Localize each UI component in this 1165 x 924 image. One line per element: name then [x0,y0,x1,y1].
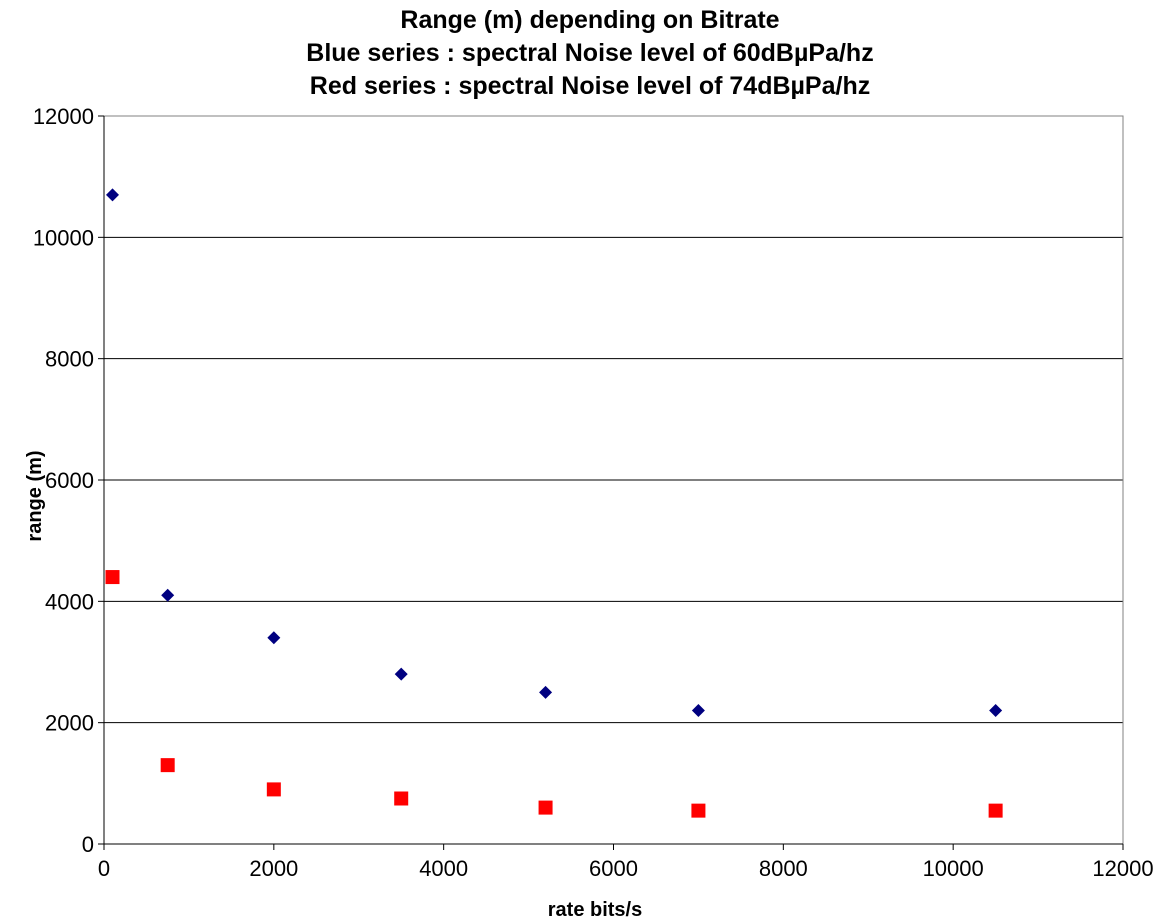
y-tick-label: 2000 [45,711,94,736]
data-point-diamond [267,631,281,645]
data-point-square [105,570,120,585]
y-tick-label: 6000 [45,468,94,493]
x-tick-label: 2000 [249,856,298,881]
data-point-square [988,803,1003,818]
y-axis-title: range (m) [24,450,46,541]
chart-title-line-1: Range (m) depending on Bitrate [400,6,779,34]
y-tick-label: 8000 [45,347,94,372]
x-axis-title: rate bits/s [548,899,642,921]
series-blue [105,188,1003,718]
data-point-square [691,803,706,818]
data-point-diamond [691,704,705,718]
data-point-diamond [161,588,175,602]
data-point-square [538,800,553,815]
y-axis: 0 2000 4000 6000 8000 10000 12000 [33,104,105,857]
data-point-diamond [394,667,408,681]
x-tick-label: 0 [98,856,110,881]
x-tick-label: 4000 [419,856,468,881]
gridlines [104,115,1123,724]
chart-title-line-3: Red series : spectral Noise level of 74d… [310,72,870,100]
y-tick-label: 4000 [45,589,94,614]
data-point-square [160,758,175,773]
x-axis: 0 2000 4000 6000 8000 10000 12000 [98,843,1154,881]
data-point-diamond [539,685,553,699]
x-tick-label: 8000 [759,856,808,881]
series-red [105,570,1003,818]
data-points [105,188,1003,818]
data-point-square [394,791,409,806]
data-point-diamond [105,188,119,202]
y-tick-label: 12000 [33,104,94,129]
x-tick-label: 12000 [1092,856,1153,881]
y-tick-label: 0 [82,832,94,857]
y-tick-label: 10000 [33,225,94,250]
chart-title: Range (m) depending on Bitrate Blue seri… [306,6,873,100]
x-tick-label: 10000 [923,856,984,881]
data-point-square [266,782,281,797]
chart-title-line-2: Blue series : spectral Noise level of 60… [306,39,873,67]
x-tick-label: 6000 [589,856,638,881]
data-point-diamond [989,704,1003,718]
